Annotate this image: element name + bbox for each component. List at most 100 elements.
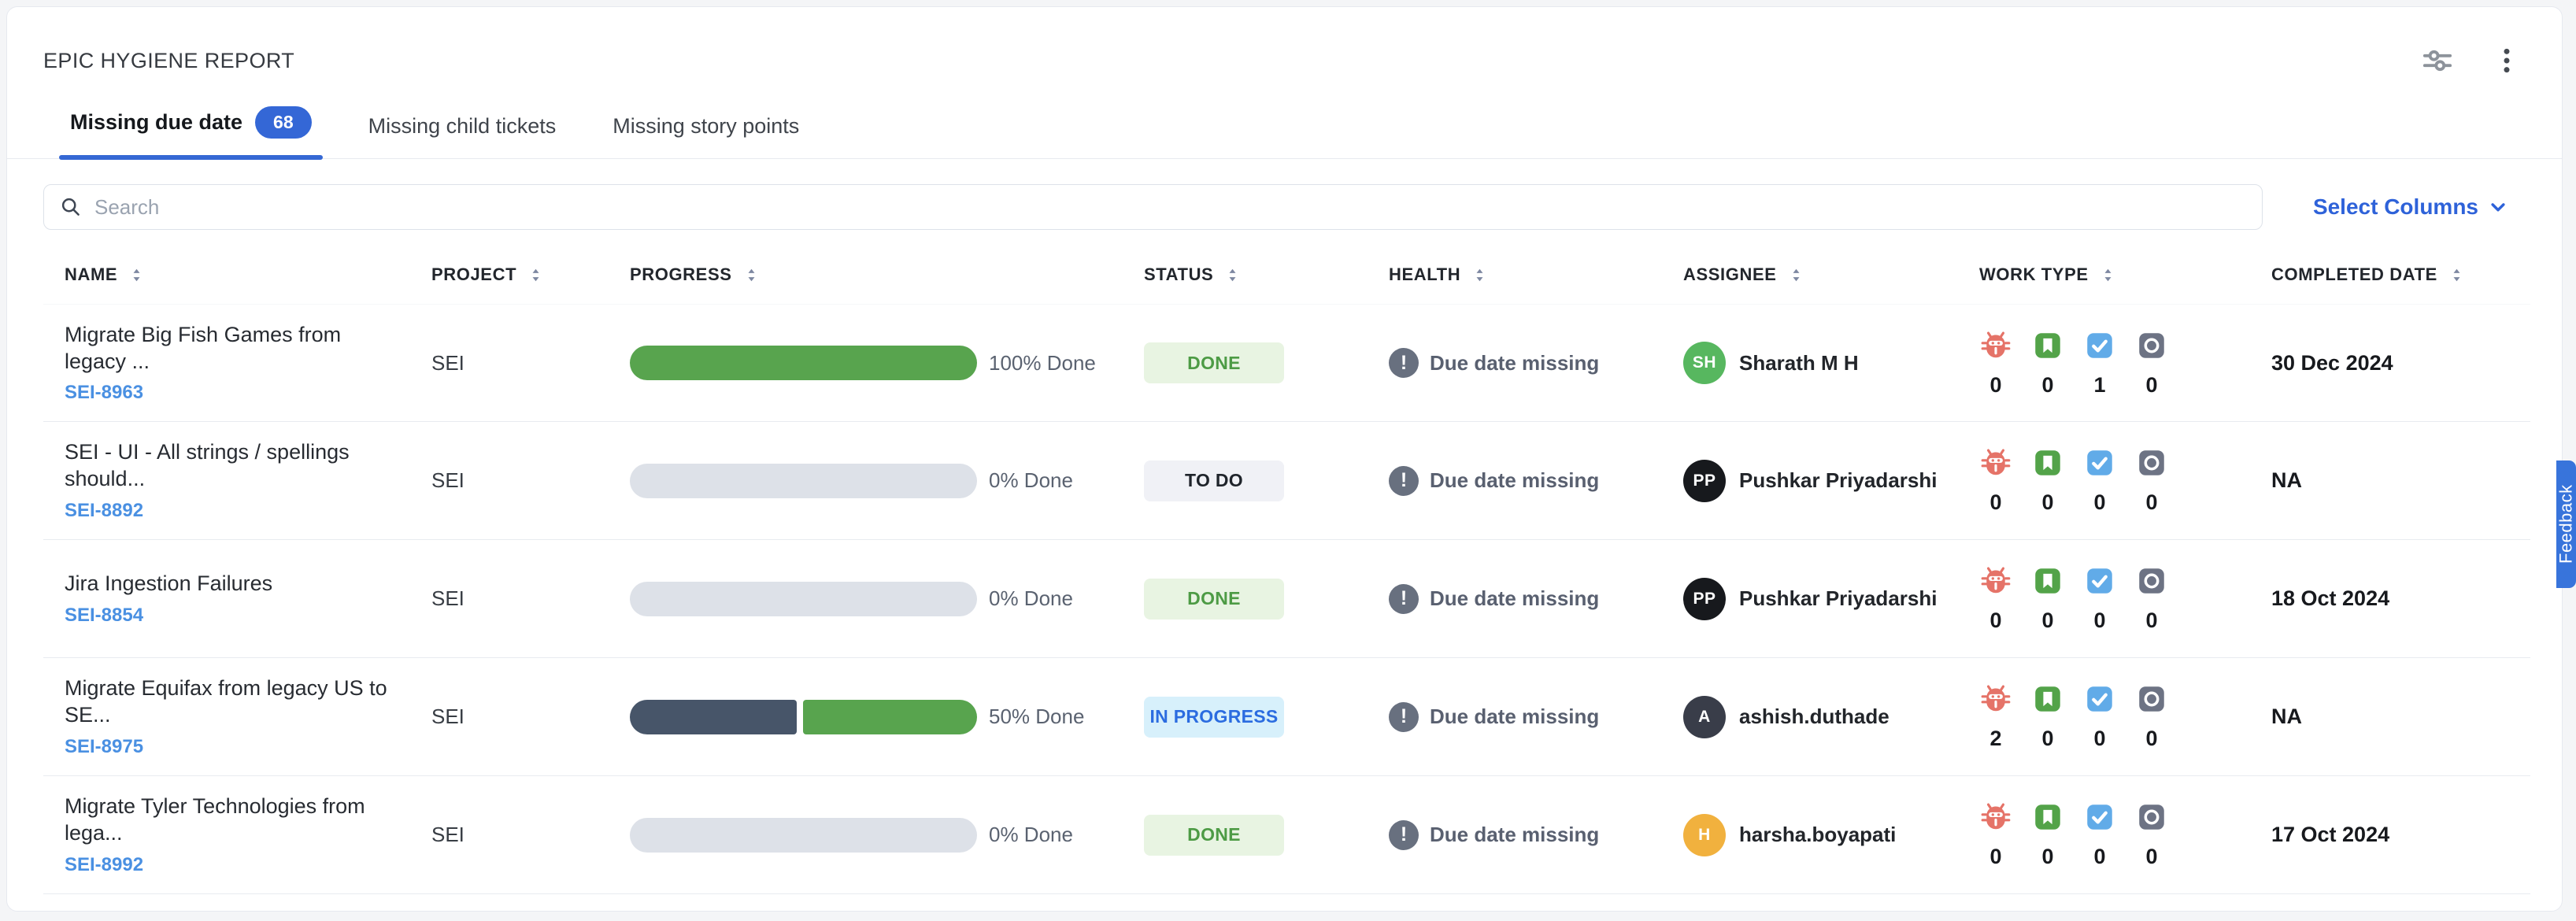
tab-missing-due-date[interactable]: Missing due date 68 bbox=[59, 106, 323, 160]
sort-icon[interactable] bbox=[2448, 267, 2465, 283]
bug-icon bbox=[1979, 564, 2012, 597]
column-header-completed-date[interactable]: COMPLETED DATE bbox=[2271, 264, 2530, 285]
assignee-name: Sharath M H bbox=[1739, 350, 1859, 375]
warning-icon: ! bbox=[1389, 701, 1419, 732]
epic-name: SEI - UI - All strings / spellings shoul… bbox=[65, 440, 350, 490]
work-type-counts: 0 0 0 0 bbox=[1979, 845, 2271, 869]
progress-cell: 0% Done bbox=[630, 817, 1144, 853]
ticket-key-link[interactable]: SEI-8992 bbox=[65, 853, 144, 875]
table-row: Migrate Big Fish Games from legacy ... S… bbox=[43, 304, 2530, 422]
tab-missing-child-tickets[interactable]: Missing child tickets bbox=[357, 114, 568, 159]
progress-segment bbox=[630, 581, 977, 616]
sort-icon[interactable] bbox=[743, 267, 760, 283]
completed-date-cell: NA bbox=[2271, 705, 2302, 728]
epic-name: Migrate Equifax from legacy US to SE... bbox=[65, 676, 387, 727]
assignee-cell: H harsha.boyapati bbox=[1683, 813, 1979, 856]
work-type-count: 0 bbox=[2041, 608, 2054, 632]
select-columns-label: Select Columns bbox=[2312, 194, 2478, 219]
progress-segment bbox=[630, 463, 977, 498]
table-header-row: NAME PROJECT PROGRESS STATUS bbox=[43, 230, 2530, 304]
column-header-name[interactable]: NAME bbox=[65, 264, 431, 285]
column-header-label: NAME bbox=[65, 264, 118, 284]
health-label: Due date missing bbox=[1430, 350, 1600, 375]
ticket-key-link[interactable]: SEI-8854 bbox=[65, 604, 144, 626]
tab-label: Missing child tickets bbox=[368, 114, 557, 138]
tab-count-badge: 68 bbox=[255, 106, 312, 139]
story-icon bbox=[2031, 564, 2064, 597]
completed-date-cell: 30 Dec 2024 bbox=[2271, 350, 2393, 375]
bug-icon bbox=[1979, 801, 2012, 834]
work-type-count: 0 bbox=[2145, 608, 2158, 632]
sort-icon[interactable] bbox=[527, 267, 544, 283]
table-row: Migrate Tyler Technologies from lega... … bbox=[43, 776, 2530, 894]
completed-date-cell: 18 Oct 2024 bbox=[2271, 586, 2390, 610]
column-header-label: HEALTH bbox=[1389, 264, 1461, 284]
ticket-key-link[interactable]: SEI-8963 bbox=[65, 382, 144, 404]
report-card: EPIC HYGIENE REPORT Missing du bbox=[6, 6, 2563, 912]
work-type-count: 0 bbox=[2041, 372, 2054, 397]
table-row: Jira Ingestion Failures SEI-8854 SEI 0% … bbox=[43, 540, 2530, 658]
avatar: H bbox=[1683, 813, 1726, 856]
sort-icon[interactable] bbox=[2100, 267, 2116, 283]
progress-bar bbox=[630, 581, 977, 616]
project-cell: SEI bbox=[431, 586, 464, 610]
progress-segment bbox=[630, 699, 798, 734]
sort-icon[interactable] bbox=[1471, 267, 1488, 283]
column-header-label: ASSIGNEE bbox=[1683, 264, 1777, 284]
work-type-count: 0 bbox=[1989, 608, 2002, 632]
progress-bar bbox=[630, 463, 977, 498]
health-cell: ! Due date missing bbox=[1389, 348, 1683, 378]
work-type-count: 0 bbox=[2093, 490, 2106, 514]
assignee-cell: SH Sharath M H bbox=[1683, 342, 1979, 384]
select-columns-button[interactable]: Select Columns bbox=[2313, 194, 2510, 220]
feedback-tab[interactable]: Feedback bbox=[2556, 460, 2576, 588]
sort-icon[interactable] bbox=[1224, 267, 1241, 283]
work-type-count: 0 bbox=[2041, 490, 2054, 514]
filter-sliders-icon[interactable] bbox=[2419, 42, 2456, 80]
column-header-health[interactable]: HEALTH bbox=[1389, 264, 1683, 285]
progress-label: 100% Done bbox=[989, 350, 1096, 375]
sort-icon[interactable] bbox=[1788, 267, 1804, 283]
task-icon bbox=[2083, 801, 2116, 834]
name-cell: Migrate Equifax from legacy US to SE... … bbox=[65, 675, 431, 758]
column-header-project[interactable]: PROJECT bbox=[431, 264, 630, 285]
column-header-work-type[interactable]: WORK TYPE bbox=[1979, 264, 2271, 285]
status-badge: TO DO bbox=[1144, 460, 1284, 501]
tab-missing-story-points[interactable]: Missing story points bbox=[601, 114, 810, 159]
status-cell: IN PROGRESS bbox=[1144, 696, 1389, 738]
health-label: Due date missing bbox=[1430, 586, 1600, 610]
assignee-name: Pushkar Priyadarshi bbox=[1739, 468, 1938, 492]
progress-segment bbox=[630, 346, 977, 380]
project-cell: SEI bbox=[431, 468, 464, 492]
progress-cell: 0% Done bbox=[630, 463, 1144, 498]
project-cell: SEI bbox=[431, 823, 464, 846]
story-icon bbox=[2031, 446, 2064, 479]
name-cell: SEI - UI - All strings / spellings shoul… bbox=[65, 439, 431, 522]
progress-bar bbox=[630, 346, 977, 380]
page-title: EPIC HYGIENE REPORT bbox=[43, 48, 295, 72]
search-input[interactable] bbox=[94, 194, 2248, 220]
epic-name: Migrate Tyler Technologies from lega... bbox=[65, 794, 365, 845]
status-cell: DONE bbox=[1144, 814, 1389, 856]
column-header-assignee[interactable]: ASSIGNEE bbox=[1683, 264, 1979, 285]
column-header-status[interactable]: STATUS bbox=[1144, 264, 1389, 285]
ticket-key-link[interactable]: SEI-8975 bbox=[65, 735, 144, 757]
status-badge: DONE bbox=[1144, 342, 1284, 383]
column-header-progress[interactable]: PROGRESS bbox=[630, 264, 1144, 285]
work-type-counts: 0 0 1 0 bbox=[1979, 373, 2271, 398]
task-icon bbox=[2083, 682, 2116, 716]
health-label: Due date missing bbox=[1430, 468, 1600, 492]
header-actions bbox=[2419, 42, 2526, 80]
column-header-label: PROGRESS bbox=[630, 264, 732, 284]
kebab-menu-icon[interactable] bbox=[2488, 42, 2526, 80]
ticket-key-link[interactable]: SEI-8892 bbox=[65, 499, 144, 521]
story-icon bbox=[2031, 329, 2064, 362]
sort-icon[interactable] bbox=[128, 267, 145, 283]
health-cell: ! Due date missing bbox=[1389, 465, 1683, 496]
status-cell: DONE bbox=[1144, 342, 1389, 383]
status-cell: TO DO bbox=[1144, 460, 1389, 501]
progress-label: 0% Done bbox=[989, 586, 1073, 610]
work-type-icons bbox=[1979, 682, 2271, 716]
avatar: SH bbox=[1683, 342, 1726, 384]
warning-icon: ! bbox=[1389, 465, 1419, 496]
